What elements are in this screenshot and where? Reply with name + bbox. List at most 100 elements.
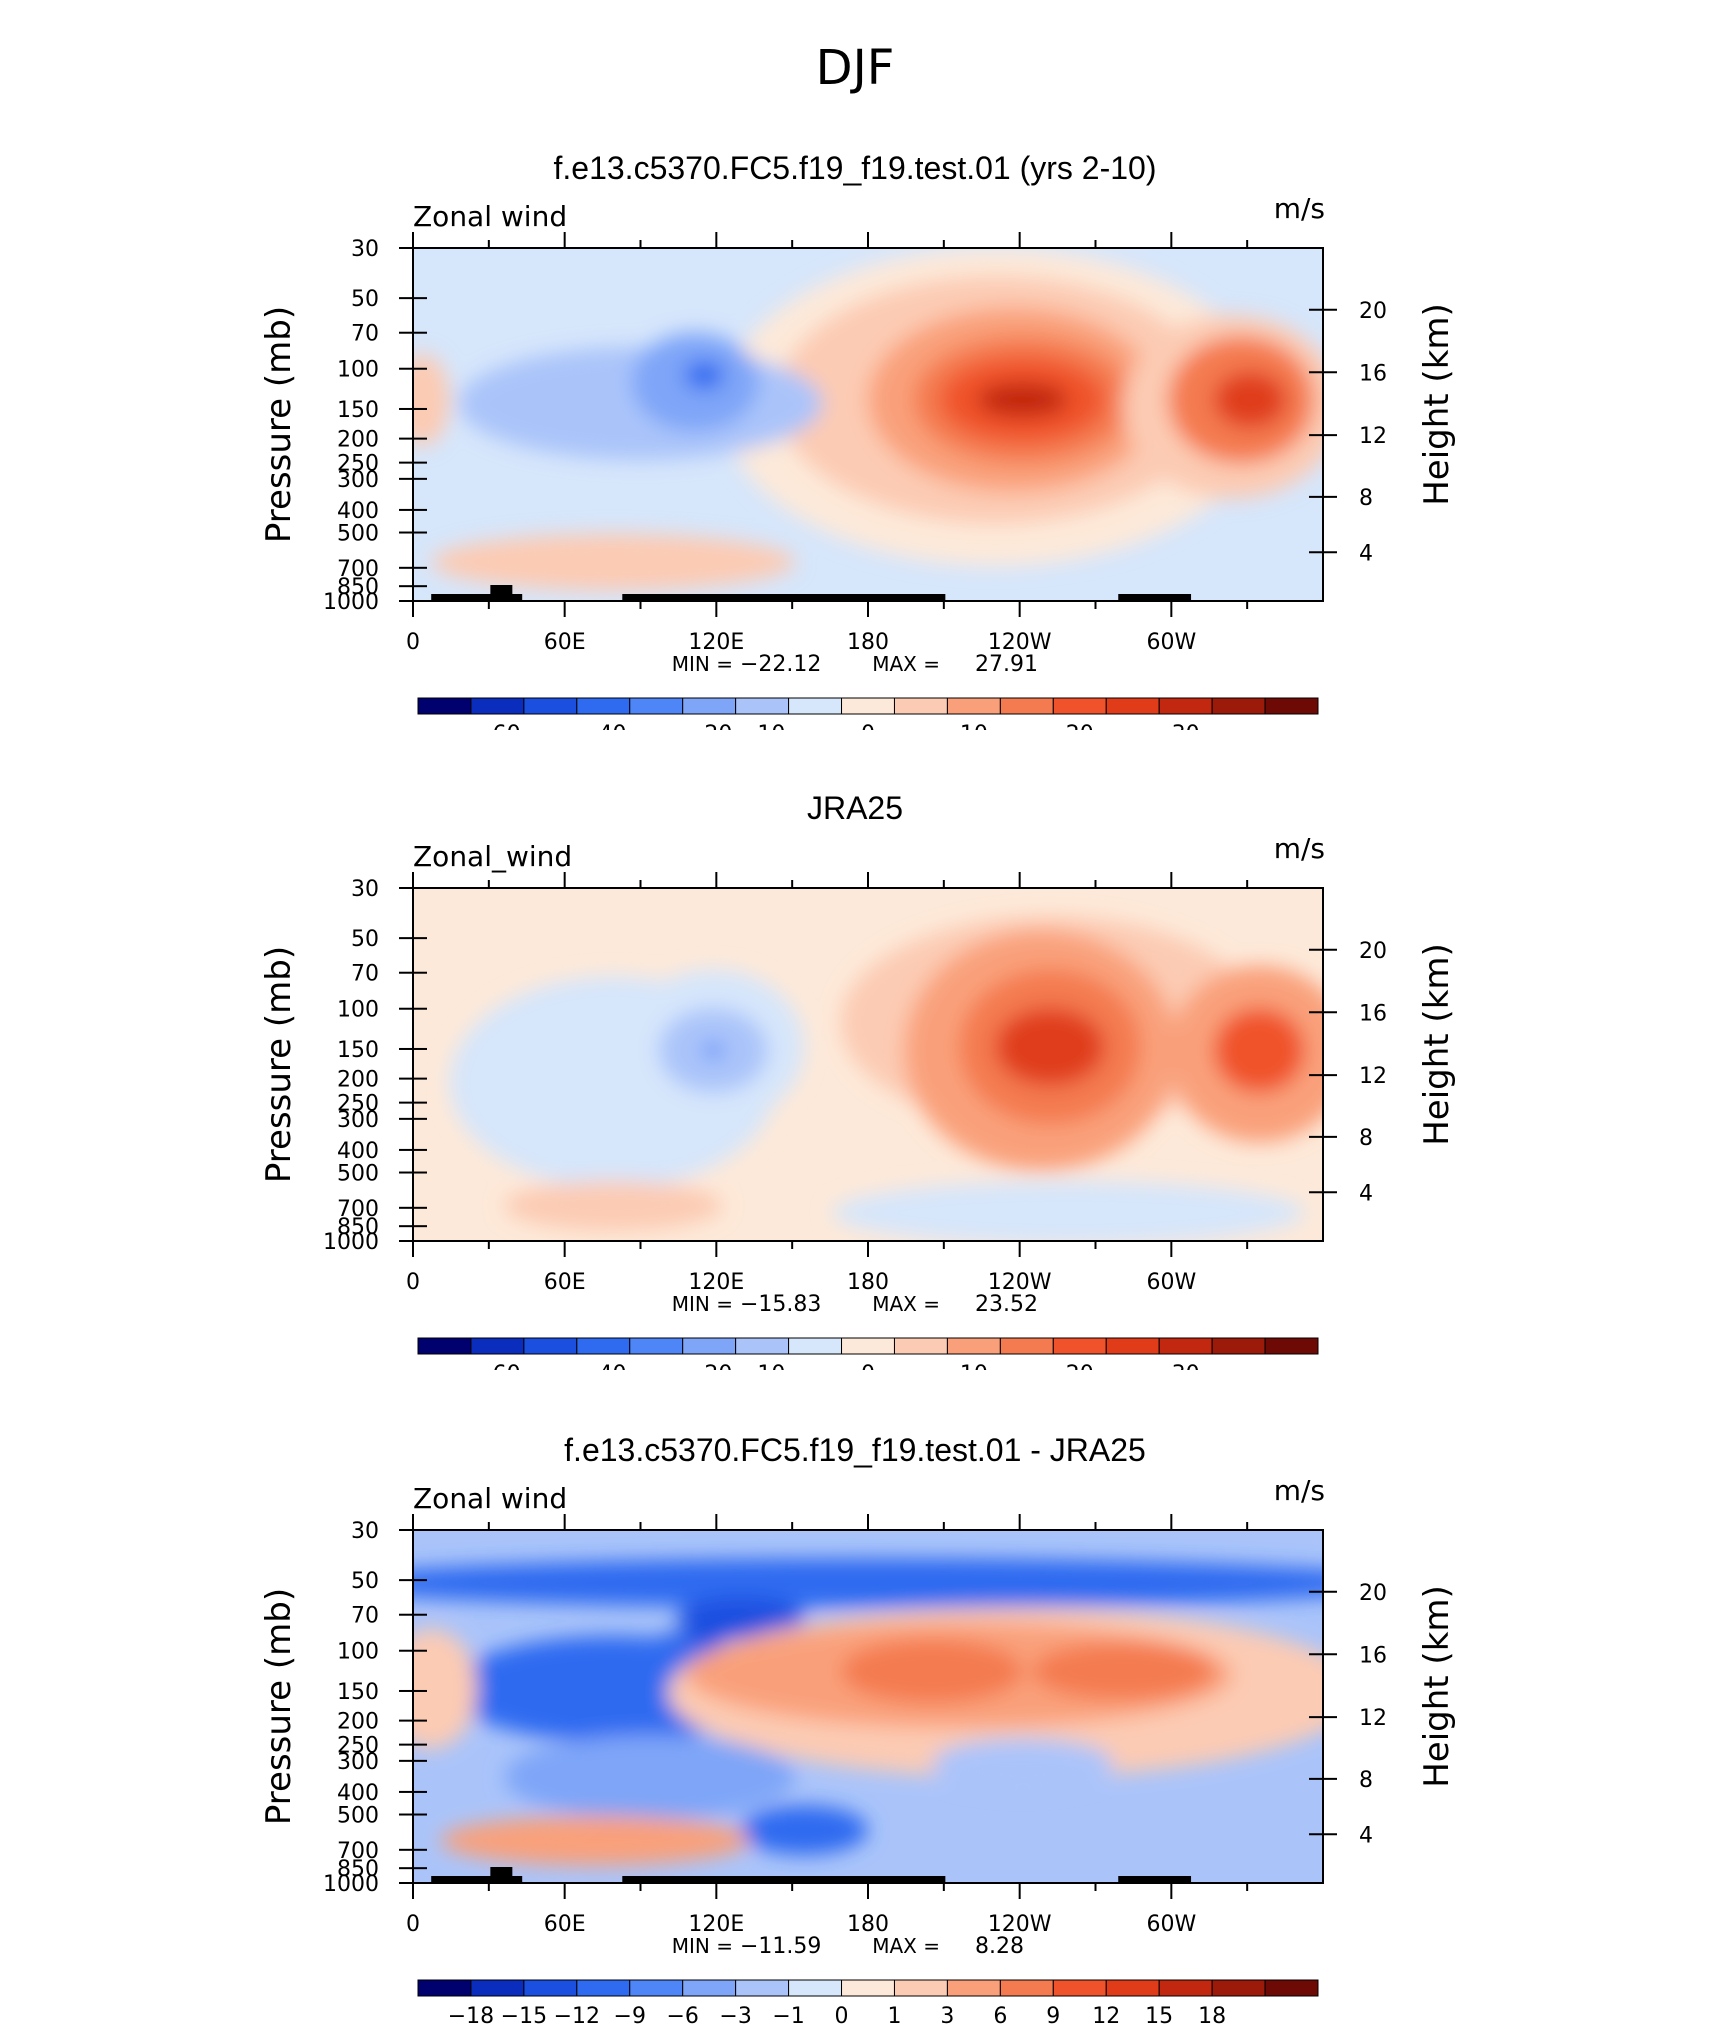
contour-region — [1213, 1008, 1305, 1093]
colorbar-label: 20 — [1066, 1362, 1094, 1370]
colorbar-swatch — [1105, 697, 1160, 715]
contour-region — [995, 1008, 1105, 1086]
max-value: 23.52 — [975, 1292, 1038, 1317]
y2-tick-label: 8 — [1359, 1126, 1373, 1151]
y-tick-label: 400 — [337, 1139, 379, 1164]
colorbar-label: 20 — [1066, 722, 1094, 730]
colorbar-swatch — [1158, 697, 1213, 715]
y-tick-label: 50 — [351, 1569, 379, 1594]
variable-label: Zonal_wind — [413, 840, 572, 873]
contour-region — [413, 353, 450, 446]
colorbar-label: 3 — [940, 2004, 954, 2029]
colorbar-swatch — [470, 697, 525, 715]
x-tick-label: 0 — [406, 1912, 420, 1937]
colorbar-label: 30 — [1172, 1362, 1200, 1370]
y2-tick-label: 20 — [1359, 299, 1387, 324]
y-tick-label: 100 — [337, 1640, 379, 1665]
panel-title: f.e13.c5370.FC5.f19_f19.test.01 - JRA25 — [564, 1432, 1146, 1468]
max-label: MAX = — [872, 1292, 940, 1316]
colorbar-label: −60 — [474, 1362, 520, 1370]
y-tick-label: 30 — [351, 877, 379, 902]
colorbar-label: −3 — [719, 2004, 751, 2029]
y-tick-label: 1000 — [323, 1872, 379, 1897]
max-label: MAX = — [872, 1934, 940, 1958]
contour-region — [831, 1180, 1305, 1241]
colorbar-label: 9 — [1046, 2004, 1060, 2029]
contour-region — [431, 533, 796, 591]
y-tick-label: 700 — [337, 557, 379, 582]
y-tick-label: 700 — [337, 1197, 379, 1222]
colorbar-swatch — [1052, 1979, 1107, 1997]
colorbar-label: −12 — [554, 2004, 600, 2029]
contour-region — [503, 1734, 796, 1820]
colorbar-label: 0 — [835, 2004, 849, 2029]
x-tick-label: 180 — [847, 1270, 889, 1295]
colorbar-label: −40 — [580, 1362, 626, 1370]
colorbar-swatch — [999, 1979, 1054, 1997]
colorbar-swatch — [576, 697, 631, 715]
y-tick-label: 400 — [337, 1781, 379, 1806]
x-tick-label: 120E — [688, 630, 744, 655]
y-tick-label: 50 — [351, 927, 379, 952]
y2-tick-label: 16 — [1359, 1001, 1387, 1026]
colorbar-label: −18 — [448, 2004, 494, 2029]
colorbar-swatch — [1264, 1979, 1319, 1997]
colorbar-swatch — [841, 1979, 895, 1997]
colorbar-swatch — [682, 1337, 737, 1355]
x-tick-label: 120E — [688, 1270, 744, 1295]
colorbar-swatch — [893, 1337, 948, 1355]
colorbar-swatch — [841, 697, 895, 715]
zonal-wind-plot-3: 3050701001502002503004005007008501000201… — [259, 1474, 1457, 2029]
colorbar-swatch — [682, 1979, 737, 1997]
y-tick-label: 150 — [337, 1038, 379, 1063]
x-tick-label: 60E — [544, 1912, 586, 1937]
colorbar-swatch — [735, 697, 790, 715]
y-tick-label: 70 — [351, 1604, 379, 1629]
colorbar-swatch — [417, 1337, 472, 1355]
contour-region — [413, 1558, 1323, 1608]
y-axis-label: Pressure (mb) — [259, 946, 299, 1183]
colorbar-swatch — [629, 697, 684, 715]
colorbar-label: −6 — [666, 2004, 698, 2029]
y-tick-label: 200 — [337, 428, 379, 453]
colorbar-swatch — [417, 697, 472, 715]
y2-tick-label: 20 — [1359, 1581, 1387, 1606]
contour-region — [1031, 1642, 1214, 1700]
min-label: MIN = — [672, 1292, 733, 1316]
y2-axis-label: Height (km) — [1417, 303, 1457, 506]
colorbar-label: 10 — [960, 722, 988, 730]
y2-tick-label: 8 — [1359, 486, 1373, 511]
topography-mask — [490, 585, 513, 601]
x-tick-label: 60E — [544, 1270, 586, 1295]
y-tick-label: 100 — [337, 358, 379, 383]
colorbar-swatch — [1158, 1337, 1213, 1355]
x-tick-label: 120W — [988, 1912, 1052, 1937]
topography-mask — [431, 594, 523, 601]
min-label: MIN = — [672, 652, 733, 676]
y2-tick-label: 4 — [1359, 541, 1373, 566]
x-tick-label: 0 — [406, 1270, 420, 1295]
colorbar-swatch — [893, 1979, 948, 1997]
colorbar-swatch — [893, 697, 948, 715]
colorbar-label: 12 — [1092, 2004, 1120, 2029]
colorbar-swatch — [470, 1337, 525, 1355]
colorbar-swatch — [788, 1337, 843, 1355]
panel-1: f.e13.c5370.FC5.f19_f19.test.01 (yrs 2-1… — [0, 150, 1710, 730]
y2-tick-label: 16 — [1359, 361, 1387, 386]
colorbar-swatch — [1211, 1337, 1266, 1355]
colorbar-swatch — [523, 1979, 578, 1997]
colorbar-label: 1 — [887, 2004, 901, 2029]
colorbar-label: 10 — [960, 1362, 988, 1370]
colorbar-swatch — [1158, 1979, 1213, 1997]
y2-axis-label: Height (km) — [1417, 1585, 1457, 1788]
y-tick-label: 200 — [337, 1710, 379, 1735]
colorbar-swatch — [682, 697, 737, 715]
y2-tick-label: 8 — [1359, 1768, 1373, 1793]
colorbar-swatch — [1105, 1979, 1160, 1997]
colorbar-label: −40 — [580, 722, 626, 730]
contour-region — [977, 382, 1069, 418]
y-tick-label: 850 — [337, 1215, 379, 1240]
y-tick-label: 250 — [337, 1734, 379, 1759]
colorbar-swatch — [735, 1337, 790, 1355]
colorbar-swatch — [946, 1979, 1001, 1997]
